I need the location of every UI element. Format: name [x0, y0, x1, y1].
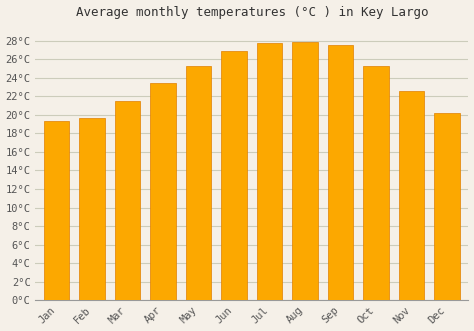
Bar	[328, 45, 354, 300]
Bar	[150, 83, 176, 300]
Bar	[221, 51, 247, 300]
Bar	[80, 118, 105, 300]
Bar	[44, 121, 70, 300]
Bar	[292, 42, 318, 300]
Bar	[115, 101, 140, 300]
Bar	[186, 66, 211, 300]
Bar	[434, 113, 460, 300]
Bar	[257, 43, 283, 300]
Title: Average monthly temperatures (°C ) in Key Largo: Average monthly temperatures (°C ) in Ke…	[76, 6, 428, 19]
Bar	[364, 66, 389, 300]
Bar	[399, 91, 424, 300]
